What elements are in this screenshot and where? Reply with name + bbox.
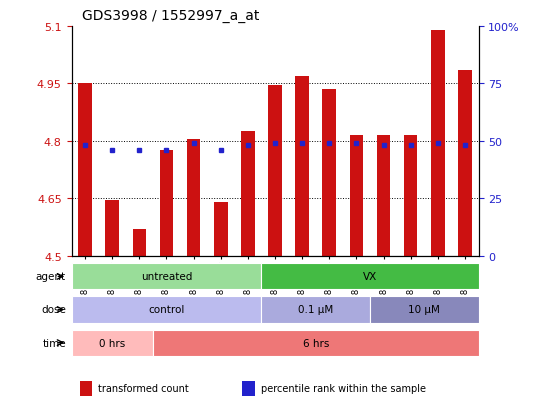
Text: 0 hrs: 0 hrs bbox=[99, 338, 125, 348]
Bar bbox=[404, 136, 417, 256]
Text: 10 μM: 10 μM bbox=[408, 305, 440, 315]
Bar bbox=[133, 229, 146, 256]
FancyBboxPatch shape bbox=[261, 263, 478, 290]
Bar bbox=[458, 71, 472, 256]
Text: 6 hrs: 6 hrs bbox=[302, 338, 329, 348]
Bar bbox=[78, 84, 92, 256]
Text: agent: agent bbox=[36, 272, 66, 282]
Bar bbox=[295, 76, 309, 256]
Bar bbox=[350, 136, 363, 256]
FancyBboxPatch shape bbox=[261, 297, 370, 323]
Bar bbox=[322, 90, 336, 256]
FancyBboxPatch shape bbox=[72, 297, 261, 323]
Bar bbox=[187, 140, 200, 256]
Bar bbox=[243, 381, 255, 396]
Bar bbox=[268, 86, 282, 256]
FancyBboxPatch shape bbox=[153, 330, 478, 356]
FancyBboxPatch shape bbox=[72, 263, 261, 290]
Text: transformed count: transformed count bbox=[98, 383, 189, 394]
Bar bbox=[214, 202, 228, 256]
Bar bbox=[80, 381, 92, 396]
Text: time: time bbox=[42, 338, 66, 348]
Text: 0.1 μM: 0.1 μM bbox=[298, 305, 333, 315]
Text: untreated: untreated bbox=[141, 272, 192, 282]
FancyBboxPatch shape bbox=[370, 297, 478, 323]
Text: VX: VX bbox=[363, 272, 377, 282]
Bar bbox=[106, 201, 119, 256]
Bar bbox=[431, 31, 444, 256]
FancyBboxPatch shape bbox=[72, 330, 153, 356]
Text: percentile rank within the sample: percentile rank within the sample bbox=[261, 383, 426, 394]
Bar bbox=[160, 151, 173, 256]
Text: control: control bbox=[148, 305, 185, 315]
Text: dose: dose bbox=[41, 305, 66, 315]
Text: GDS3998 / 1552997_a_at: GDS3998 / 1552997_a_at bbox=[82, 9, 260, 23]
Bar bbox=[241, 132, 255, 256]
Bar bbox=[377, 136, 390, 256]
